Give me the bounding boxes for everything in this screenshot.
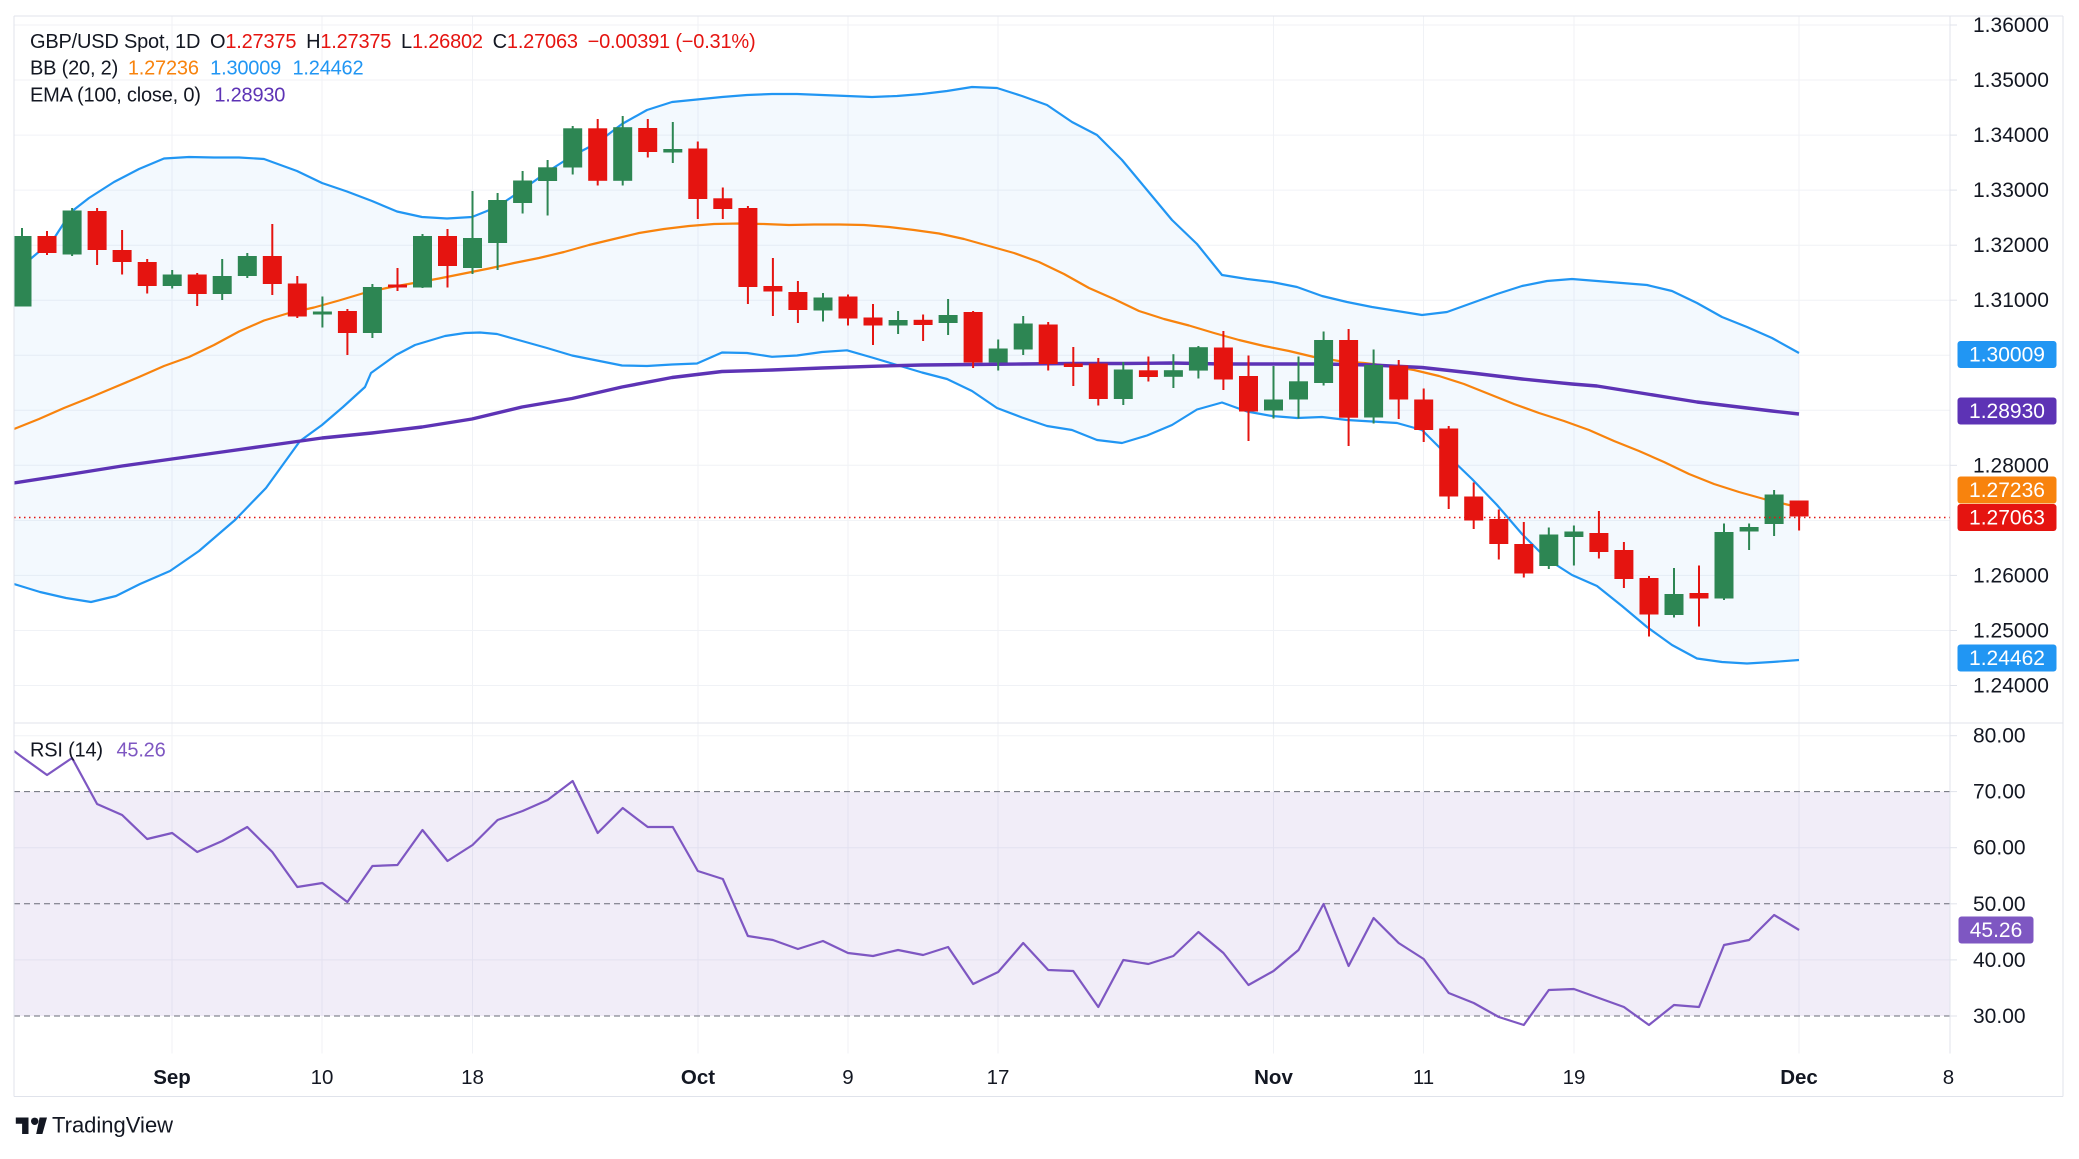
svg-text:1.26000: 1.26000 (1973, 564, 2049, 587)
svg-text:Sep: Sep (153, 1066, 191, 1089)
svg-text:1.27236: 1.27236 (1969, 479, 2045, 502)
svg-text:Nov: Nov (1254, 1066, 1293, 1089)
svg-text:1.33000: 1.33000 (1973, 179, 2049, 202)
svg-text:11: 11 (1413, 1066, 1434, 1089)
svg-text:1.35000: 1.35000 (1973, 69, 2049, 92)
svg-text:19: 19 (1563, 1066, 1586, 1089)
svg-text:1.30009: 1.30009 (1969, 344, 2045, 367)
svg-text:1.34000: 1.34000 (1973, 124, 2049, 147)
svg-text:EMA (100, close, 0) 1.28930: EMA (100, close, 0) 1.28930 (30, 85, 285, 107)
svg-text:40.00: 40.00 (1973, 949, 2026, 972)
svg-text:BB (20, 2) 1.27236 1.30009: BB (20, 2) 1.27236 1.30009 1.24462 (30, 58, 363, 80)
svg-text:10: 10 (311, 1066, 334, 1089)
svg-text:9: 9 (842, 1066, 853, 1089)
svg-text:30.00: 30.00 (1973, 1005, 2026, 1028)
svg-text:1.31000: 1.31000 (1973, 289, 2049, 312)
svg-text:1.24000: 1.24000 (1973, 675, 2049, 698)
svg-text:1.25000: 1.25000 (1973, 620, 2049, 643)
svg-text:70.00: 70.00 (1973, 781, 2026, 804)
svg-text:17: 17 (987, 1066, 1010, 1089)
svg-text:GBP/USD Spot, 1D O1.27375 H1.2: GBP/USD Spot, 1D O1.27375 H1.27375 L1.26… (30, 31, 755, 53)
svg-text:18: 18 (461, 1066, 484, 1089)
svg-text:60.00: 60.00 (1973, 837, 2026, 860)
svg-text:1.28000: 1.28000 (1973, 454, 2049, 477)
svg-text:1.27063: 1.27063 (1969, 507, 2045, 530)
svg-text:45.26: 45.26 (1970, 919, 2023, 942)
svg-text:8: 8 (1943, 1066, 1954, 1089)
svg-text:80.00: 80.00 (1973, 725, 2026, 748)
svg-text:1.32000: 1.32000 (1973, 234, 2049, 257)
svg-text:Dec: Dec (1780, 1066, 1818, 1089)
svg-text:TradingView: TradingView (52, 1113, 173, 1138)
svg-text:RSI (14) 45.26: RSI (14) 45.26 (30, 740, 166, 762)
svg-text:50.00: 50.00 (1973, 893, 2026, 916)
svg-text:1.36000: 1.36000 (1973, 14, 2049, 37)
svg-text:1.28930: 1.28930 (1969, 400, 2045, 423)
svg-text:1.24462: 1.24462 (1969, 647, 2045, 670)
svg-text:Oct: Oct (681, 1066, 715, 1089)
